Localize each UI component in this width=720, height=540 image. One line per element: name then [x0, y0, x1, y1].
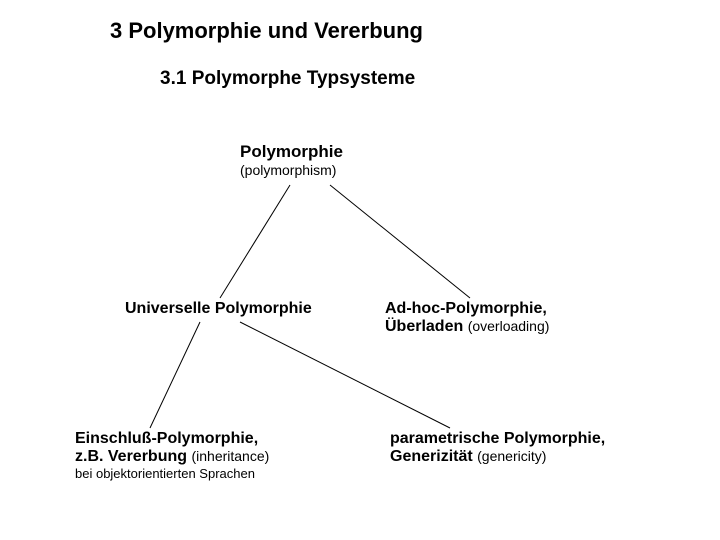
node-root-main: Polymorphie [240, 142, 343, 162]
edge [150, 322, 200, 428]
node-inclusion: Einschluß-Polymorphie, z.B. Vererbung (i… [75, 430, 269, 481]
node-inclusion-line2: z.B. Vererbung (inheritance) [75, 448, 269, 466]
node-universal: Universelle Polymorphie [125, 300, 312, 318]
edge [220, 185, 290, 298]
node-inclusion-line2-bold: z.B. Vererbung [75, 448, 191, 465]
section-heading: 3.1 Polymorphe Typsysteme [160, 68, 415, 90]
node-root-sub: (polymorphism) [240, 162, 343, 178]
edge [240, 322, 450, 428]
node-adhoc-line2-sub: (overloading) [468, 318, 550, 334]
node-inclusion-line3: bei objektorientierten Sprachen [75, 466, 269, 481]
node-parametric: parametrische Polymorphie, Generizität (… [390, 430, 605, 466]
node-adhoc: Ad-hoc-Polymorphie, Überladen (overloadi… [385, 300, 549, 336]
node-parametric-line1: parametrische Polymorphie, [390, 430, 605, 448]
node-root: Polymorphie (polymorphism) [240, 142, 343, 178]
edge [330, 185, 470, 298]
chapter-heading: 3 Polymorphie und Vererbung [110, 18, 423, 44]
node-adhoc-line2: Überladen (overloading) [385, 318, 549, 336]
node-inclusion-line1: Einschluß-Polymorphie, [75, 430, 269, 448]
node-inclusion-line2-sub: (inheritance) [191, 448, 269, 464]
node-adhoc-line1: Ad-hoc-Polymorphie, [385, 300, 549, 318]
node-adhoc-line2-bold: Überladen [385, 318, 468, 335]
node-parametric-line2-sub: (genericity) [477, 448, 546, 464]
node-parametric-line2: Generizität (genericity) [390, 448, 605, 466]
node-parametric-line2-bold: Generizität [390, 448, 477, 465]
